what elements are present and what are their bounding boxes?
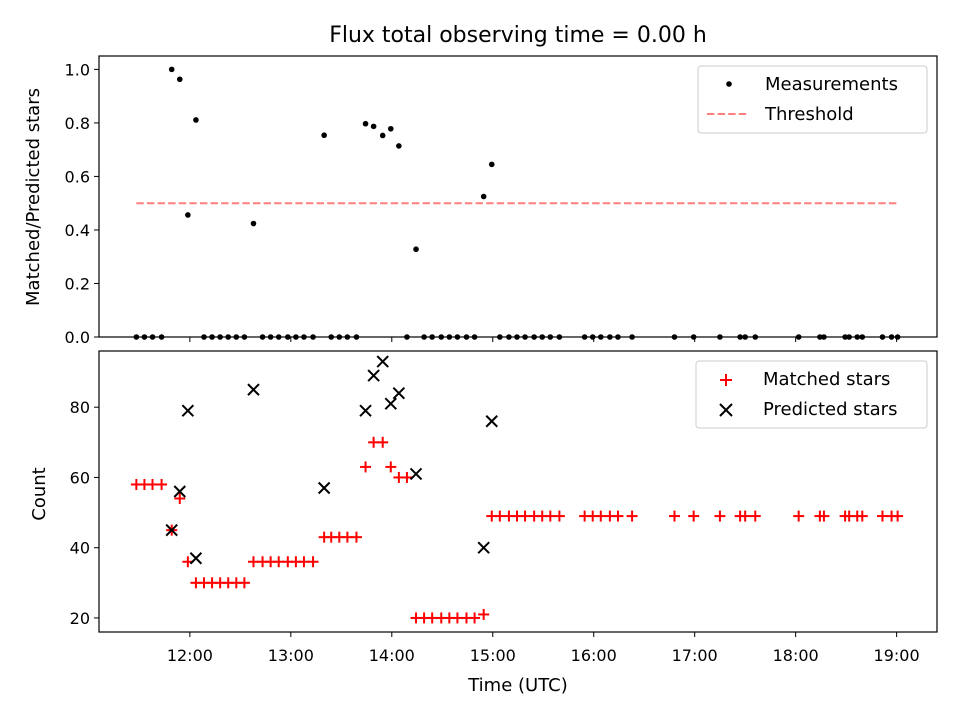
predicted-stars-point [189,552,203,565]
predicted-stars-point [477,541,490,554]
matched-stars-point [626,510,638,522]
predicted-stars-point [317,481,331,495]
matched-stars-point [793,510,805,522]
matched-stars-point [174,493,186,505]
top-y-axis: 0.0 0.2 0.4 0.6 0.8 1.0 [65,60,99,347]
top-panel: 0.0 0.2 0.4 0.6 0.8 1.0 Matched/Predicted sta… [23,55,938,347]
predicted-stars-point [181,404,195,417]
matched-stars-point [238,577,250,589]
measurements-point [176,76,183,83]
top-legend-box [697,65,928,134]
matched-stars-point [307,556,319,568]
measurements-point [250,220,257,227]
bottom-x-tick-label: 14:00 [369,646,415,665]
predicted-stars-point [247,383,260,396]
matched-stars-point [714,510,726,522]
predicted-stars-point [173,485,186,498]
bottom-x-tick-label: 15:00 [470,646,516,665]
measurements-point [168,66,175,73]
predicted-stars-point [165,523,178,537]
matched-stars-point [553,510,565,522]
predicted-stars-point [367,369,380,382]
measurements-point [370,123,377,130]
top-y-tick-label: 0.2 [65,274,90,293]
chart-title: Flux total observing time = 0.00 h [329,23,707,48]
bottom-y-axis-label: Count [29,467,50,520]
top-y-tick-label: 1.0 [65,60,90,79]
measurements-point [362,120,369,127]
predicted-stars-point [359,404,372,417]
matched-stars-point [749,510,761,522]
bottom-x-tick-label: 19:00 [874,646,920,665]
bottom-x-tick-label: 18:00 [773,646,819,665]
bottom-y-tick-label: 60 [70,468,90,487]
measurements-point [379,132,386,139]
bottom-x-tick-label: 13:00 [268,646,314,665]
matched-stars-point [856,510,868,522]
measurements-point [321,132,327,139]
bottom-y-tick-label: 40 [70,539,90,558]
top-legend: Measurements Threshold [697,65,928,134]
bottom-y-axis: 20 40 60 80 [70,398,99,628]
bottom-legend-box [695,360,928,429]
measurements-point [488,161,495,168]
bottom-x-tick-label: 16:00 [571,646,617,665]
bottom-x-tick-label: 12:00 [167,646,213,665]
predicted-stars-point [392,386,406,400]
matched-stars-point [360,461,372,473]
top-y-tick-label: 0.8 [65,114,90,133]
top-y-axis-label: Matched/Predicted stars [23,88,44,306]
bottom-y-tick-label: 80 [70,398,90,417]
matched-stars-point [818,510,830,522]
matched-stars-point [469,612,481,624]
bottom-x-tick-label: 17:00 [672,646,718,665]
matched-stars-point [385,461,397,473]
bottom-legend: Matched stars Predicted stars [695,360,928,429]
matched-stars-point [668,510,680,522]
predicted-stars-point [384,397,397,410]
measurements-point [480,193,487,200]
measurements-point [193,117,199,123]
predicted-stars-point [409,467,423,481]
top-x-ticks [189,337,898,342]
matched-stars-point [688,510,700,522]
bottom-x-axis: 12:00 13:00 14:00 15:00 16:00 17:00 18:00 19:00 [167,632,920,665]
measurements-point [387,125,394,132]
measurements-legend-label: Measurements [765,74,898,95]
matched-stars-legend-marker [720,374,732,386]
top-y-tick-label: 0.6 [65,167,90,186]
top-y-tick-label: 0.0 [65,328,90,347]
measurements-legend-marker [726,81,732,87]
predicted-stars-point [376,355,389,368]
threshold-legend-label: Threshold [764,104,854,125]
predicted-stars-legend-marker [719,403,733,417]
matched-stars-point [478,608,490,620]
predicted-stars-point [485,415,498,428]
top-y-tick-label: 0.4 [65,221,90,240]
top-plot-frame [98,55,938,338]
matched-stars-point [350,531,362,543]
matched-stars-point [401,471,413,483]
matched-stars-legend-label: Matched stars [763,369,890,390]
bottom-y-tick-label: 20 [70,609,90,628]
measurements-point [185,212,191,218]
measurements-point [396,143,402,149]
matched-stars-point [377,436,389,448]
bottom-plot-frame [98,350,938,633]
matched-stars-point [612,510,624,522]
matched-stars-point [739,510,751,522]
predicted-stars-legend-label: Predicted stars [763,399,897,420]
measurements-point [413,246,419,253]
matched-stars-point [156,478,168,490]
matched-stars-point [892,510,904,522]
bottom-data-layer [130,355,904,624]
x-axis-label: Time (UTC) [467,675,568,696]
